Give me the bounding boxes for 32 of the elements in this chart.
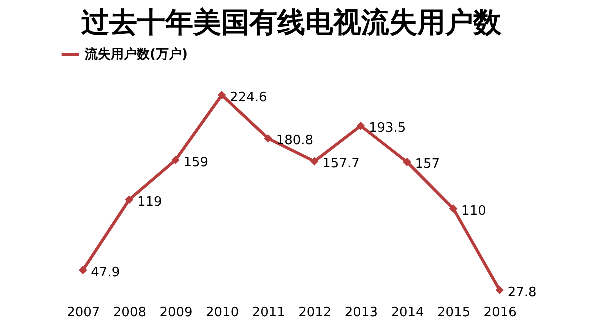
- data-label: 27.8: [508, 285, 537, 300]
- point: [78, 266, 88, 275]
- x-tick-label: 2009: [160, 306, 193, 320]
- data-label: 119: [137, 194, 162, 210]
- point: [264, 134, 273, 143]
- x-tick-label: 2010: [206, 306, 240, 320]
- x-tick-label: 2008: [113, 306, 146, 320]
- x-tick-label: 2011: [252, 306, 286, 320]
- data-label: 159: [184, 155, 209, 170]
- point: [356, 122, 366, 130]
- point: [403, 158, 412, 166]
- point: [449, 204, 458, 213]
- x-tick-label: 2016: [484, 306, 517, 320]
- data-label: 180.8: [276, 134, 314, 149]
- data-label: 157.7: [322, 156, 360, 172]
- point: [125, 196, 134, 204]
- data-label: 47.9: [91, 265, 120, 280]
- x-tick-label: 2015: [438, 306, 471, 320]
- legend-label: 流失用户数(万户): [84, 46, 188, 62]
- point: [310, 157, 319, 166]
- x-tick-label: 2007: [67, 306, 100, 320]
- point: [172, 156, 180, 164]
- data-label: 110: [462, 204, 486, 219]
- data-label: 193.5: [368, 121, 406, 136]
- x-tick-label: 2013: [344, 306, 378, 320]
- point: [218, 91, 226, 100]
- data-label: 224.6: [230, 90, 268, 106]
- point: [496, 286, 504, 294]
- data-label: 157: [415, 157, 440, 172]
- chart-title: 过去十年美国有线电视流失用户数: [80, 6, 502, 39]
- x-tick-label: 2012: [298, 306, 332, 320]
- x-tick-label: 2014: [391, 306, 424, 320]
